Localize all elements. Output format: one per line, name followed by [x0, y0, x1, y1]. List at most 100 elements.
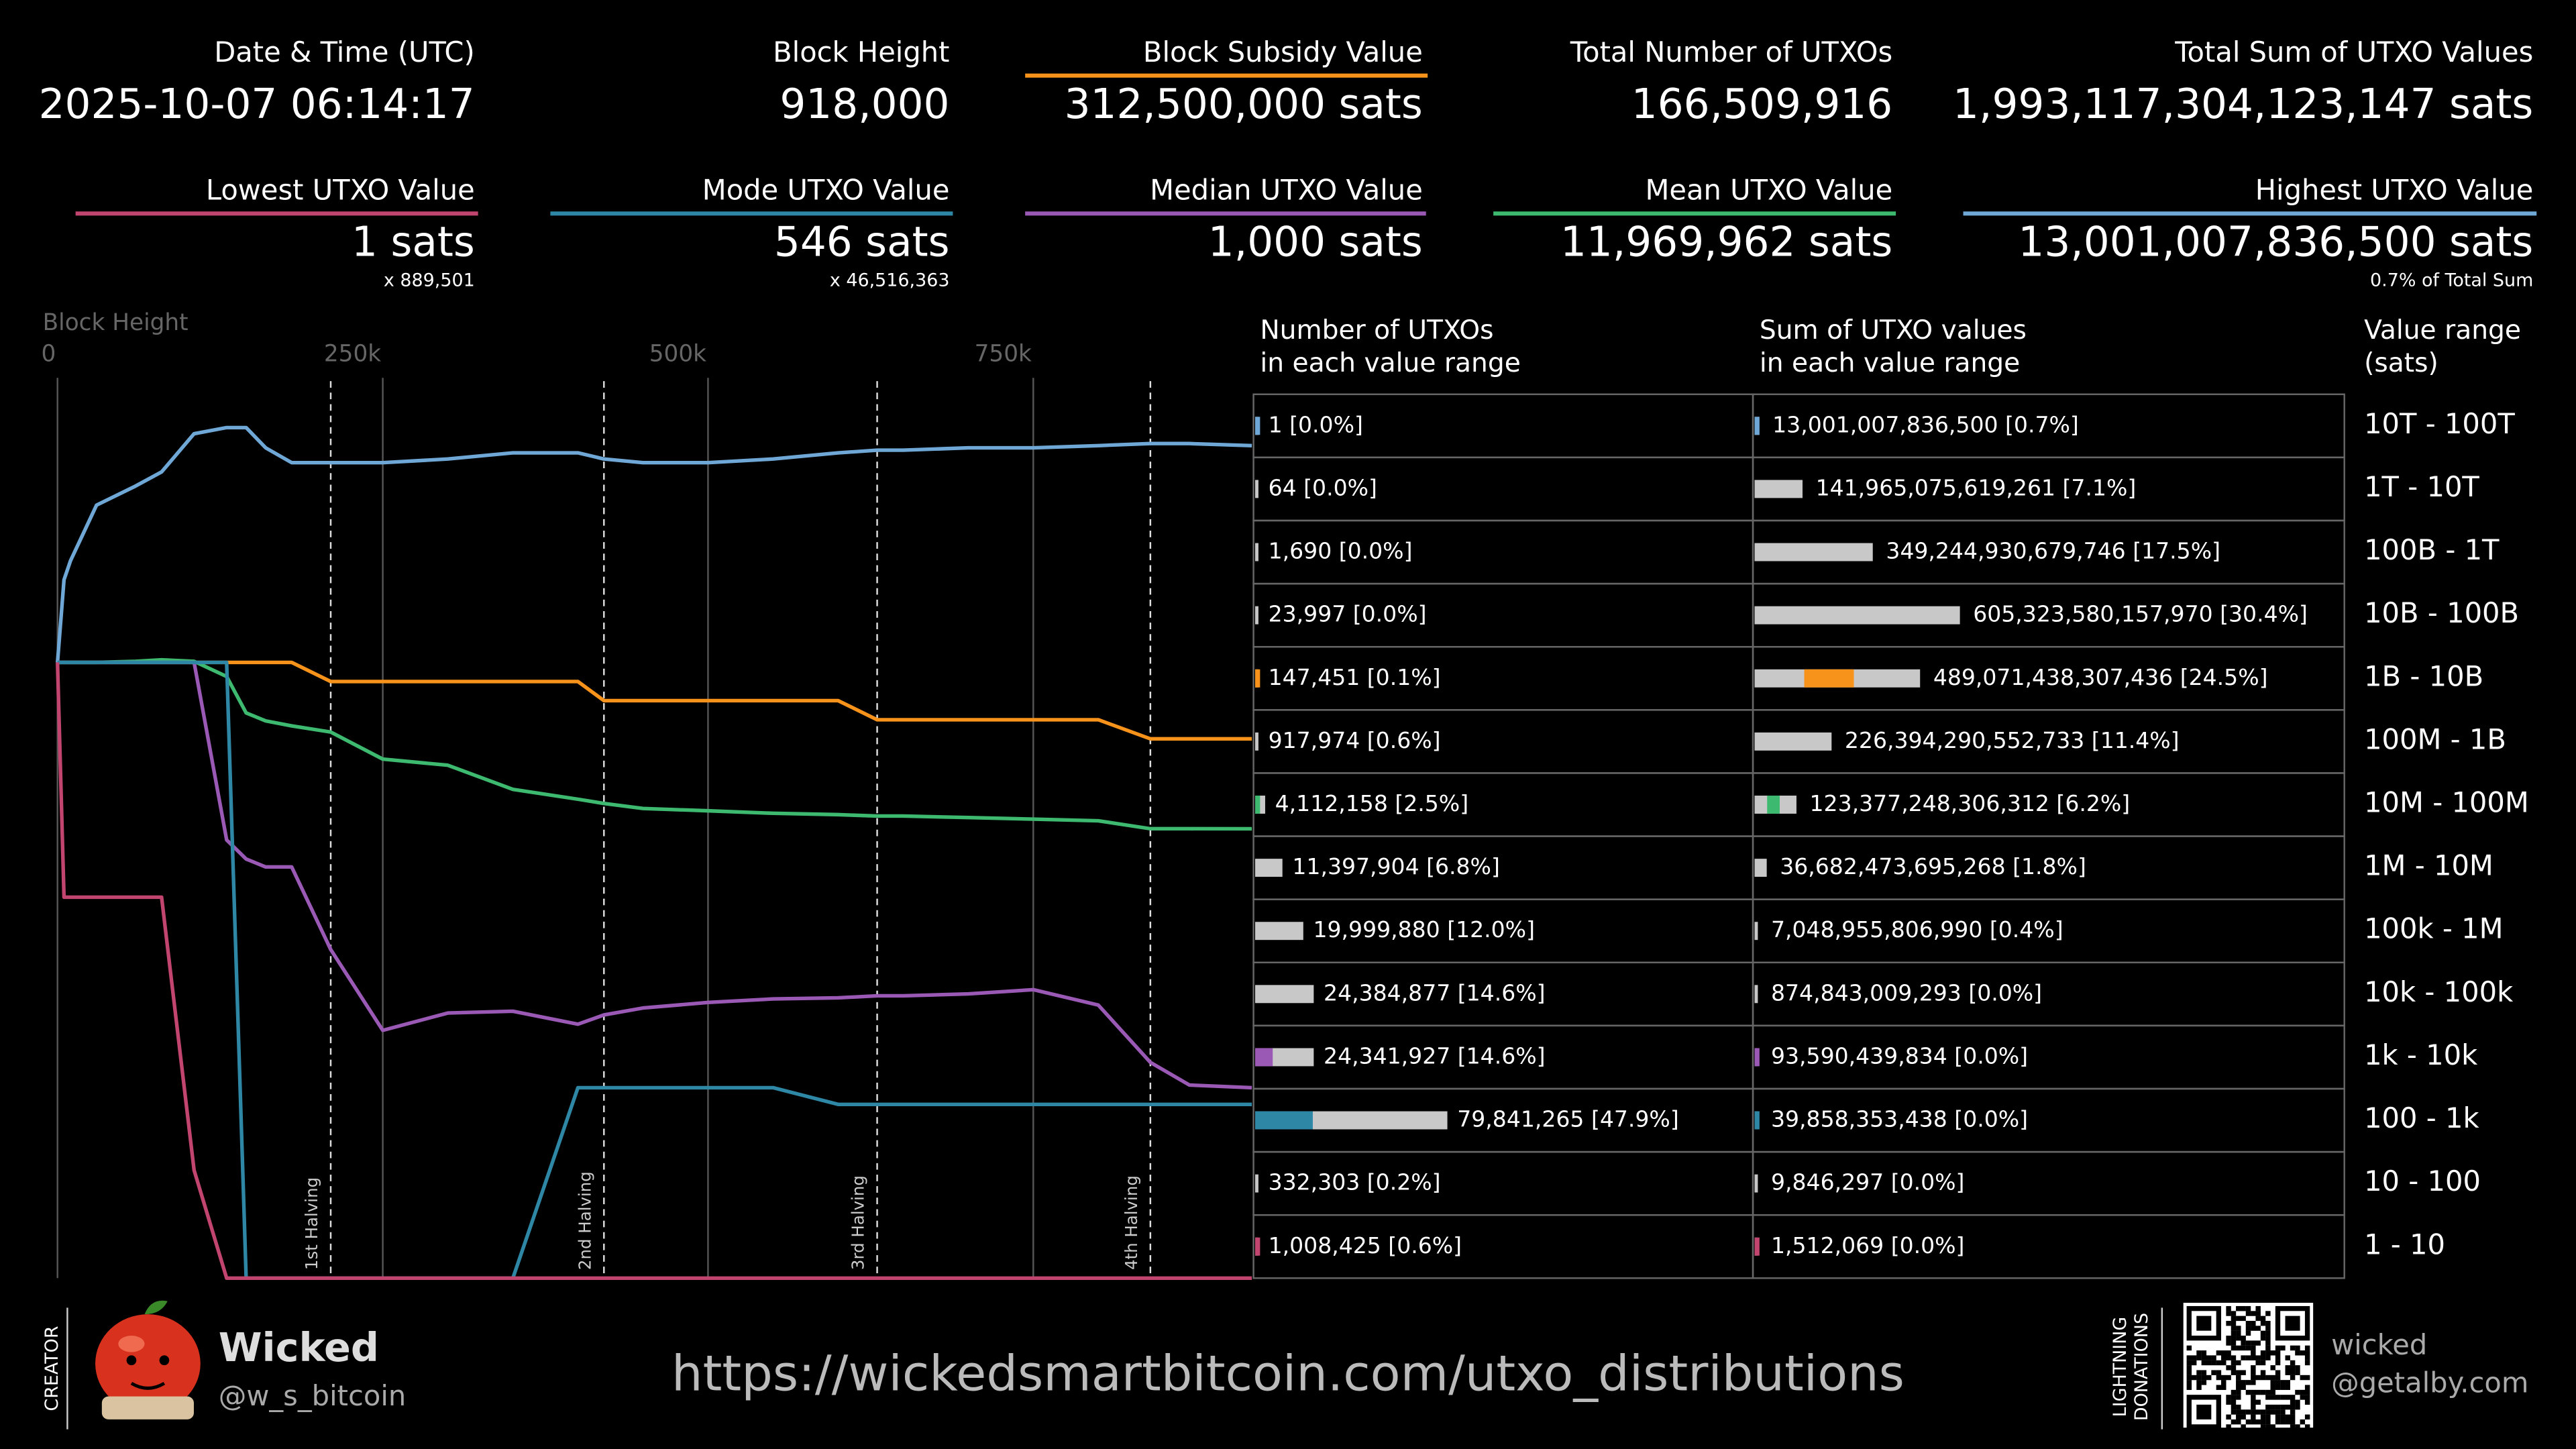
qr-module: [2255, 1409, 2261, 1415]
qr-module: [2245, 1330, 2251, 1336]
qr-module: [2275, 1419, 2281, 1425]
qr-module: [2206, 1355, 2212, 1360]
sum-bar: [1754, 543, 1873, 561]
qr-module: [2236, 1419, 2241, 1425]
qr-module: [2275, 1380, 2281, 1385]
qr-module: [2304, 1399, 2310, 1405]
qr-module: [2231, 1311, 2237, 1316]
sum-label: 36,682,473,695,268 [1.8%]: [1780, 853, 2086, 879]
qr-module: [2245, 1326, 2251, 1331]
qr-module: [2251, 1365, 2256, 1371]
sum-bar: [1754, 480, 1803, 498]
stat-value: 312,500,000 sats: [1065, 80, 1423, 128]
qr-module: [2295, 1389, 2300, 1395]
qr-module: [2255, 1399, 2261, 1405]
site-url[interactable]: https://wickedsmartbitcoin.com/utxo_dist…: [672, 1345, 1904, 1402]
qr-module: [2255, 1360, 2261, 1366]
qr-module: [2236, 1305, 2241, 1311]
sum-label: 9,846,297 [0.0%]: [1771, 1169, 1964, 1195]
qr-module: [2260, 1375, 2266, 1381]
qr-module: [2216, 1370, 2222, 1375]
qr-module: [2304, 1424, 2310, 1430]
qr-module: [2280, 1395, 2286, 1400]
count-bar: [1255, 922, 1303, 941]
qr-module: [2231, 1419, 2237, 1425]
qr-module: [2211, 1370, 2216, 1375]
qr-module: [2221, 1385, 2226, 1390]
sum-label: 141,965,075,619,261 [7.1%]: [1816, 474, 2137, 500]
qr-module: [2236, 1385, 2241, 1390]
qr-module: [2304, 1414, 2310, 1420]
qr-module: [2265, 1404, 2271, 1410]
qr-module: [2285, 1365, 2290, 1371]
stat-marker: [1754, 1048, 1760, 1067]
qr-module: [2221, 1375, 2226, 1381]
table-header: Value range: [2364, 315, 2521, 345]
qr-module: [2300, 1395, 2306, 1400]
qr-module: [2295, 1399, 2300, 1405]
sum-label: 13,001,007,836,500 [0.7%]: [1772, 411, 2079, 437]
qr-module: [2290, 1419, 2296, 1425]
sum-label: 1,512,069 [0.0%]: [1771, 1232, 1964, 1258]
sum-bar: [1754, 985, 1758, 1004]
qr-module: [2231, 1345, 2237, 1351]
value-range: 10k - 100k: [2364, 975, 2513, 1008]
qr-module: [2226, 1375, 2231, 1381]
qr-module: [2275, 1370, 2281, 1375]
qr-module: [2270, 1385, 2275, 1390]
qr-module: [2245, 1320, 2251, 1326]
qr-module: [2290, 1409, 2296, 1415]
qr-module: [2285, 1395, 2290, 1400]
qr-module: [2191, 1375, 2197, 1381]
qr-module: [2270, 1365, 2275, 1371]
qr-module: [2270, 1350, 2275, 1356]
qr-module: [2221, 1350, 2226, 1356]
qr-module: [2236, 1326, 2241, 1331]
qr-module: [2231, 1404, 2237, 1410]
qr-module: [2236, 1336, 2241, 1341]
qr-module: [2226, 1395, 2231, 1400]
stat-marker: [1255, 1237, 1260, 1256]
qr-module: [2290, 1424, 2296, 1430]
count-label: 332,303 [0.2%]: [1269, 1169, 1441, 1195]
sum-label: 349,244,930,679,746 [17.5%]: [1886, 538, 2220, 564]
count-bar: [1255, 732, 1258, 751]
sum-bar: [1754, 1174, 1758, 1193]
qr-module: [2275, 1360, 2281, 1366]
qr-module: [2236, 1395, 2241, 1400]
qr-module: [2251, 1320, 2256, 1326]
qr-module: [2236, 1370, 2241, 1375]
qr-module: [2201, 1375, 2207, 1381]
qr-module: [2270, 1404, 2275, 1410]
count-label: 1,690 [0.0%]: [1269, 538, 1413, 564]
stat-marker: [1754, 1237, 1760, 1256]
qr-code[interactable]: [2183, 1303, 2314, 1430]
qr-module: [2186, 1385, 2192, 1390]
sum-label: 93,590,439,834 [0.0%]: [1771, 1042, 2028, 1069]
qr-module: [2270, 1375, 2275, 1381]
qr-module: [2304, 1355, 2310, 1360]
value-range: 1B - 10B: [2364, 659, 2483, 692]
stat-marker: [1255, 1048, 1273, 1067]
qr-module: [2206, 1360, 2212, 1366]
qr-module: [2241, 1355, 2246, 1360]
value-range: 10T - 100T: [2364, 407, 2515, 440]
qr-module: [2226, 1311, 2231, 1316]
count-label: 23,997 [0.0%]: [1269, 601, 1427, 627]
stat-value: 166,509,916: [1631, 80, 1892, 128]
sum-bar: [1754, 732, 1832, 751]
stat-value: 918,000: [780, 80, 949, 128]
qr-module: [2280, 1414, 2286, 1420]
qr-module: [2290, 1365, 2296, 1371]
sum-label: 605,323,580,157,970 [30.4%]: [1973, 601, 2308, 627]
value-range: 1 - 10: [2364, 1228, 2445, 1260]
qr-module: [2201, 1370, 2207, 1375]
qr-module: [2270, 1395, 2275, 1400]
qr-module: [2251, 1350, 2256, 1356]
stat-note: x 46,516,363: [830, 270, 950, 290]
qr-module: [2290, 1414, 2296, 1420]
stat-marker: [1255, 1111, 1313, 1130]
stat-marker: [1804, 669, 1854, 688]
qr-module: [2285, 1404, 2290, 1410]
